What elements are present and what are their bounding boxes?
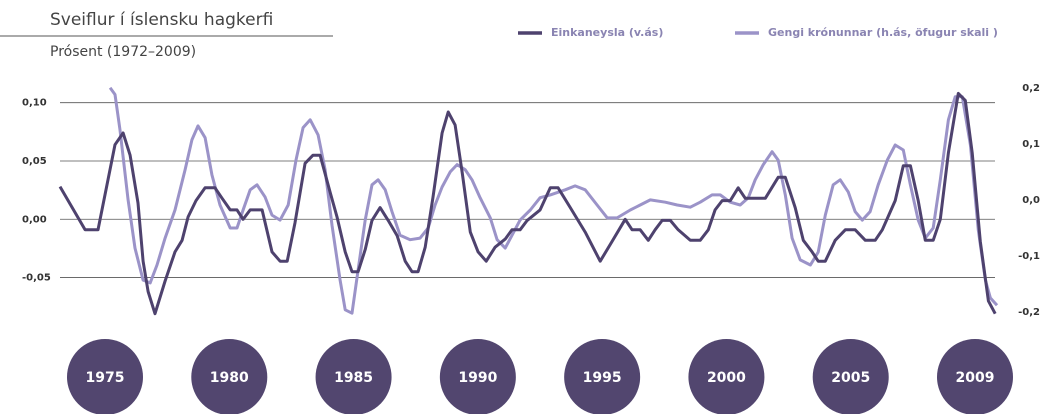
period-badge (191, 339, 268, 414)
period-label: 2000 (707, 370, 746, 386)
chart-subtitle: Prósent (1972–2009) (50, 44, 196, 60)
period-label: 1990 (458, 370, 497, 386)
y2-tick-label: 0,0 (1022, 195, 1040, 206)
y2-tick-label: -0,1 (1018, 251, 1040, 262)
period-badge (564, 339, 641, 414)
period-label: 1985 (334, 370, 373, 386)
y-tick-label: 0,05 (22, 156, 47, 167)
y-tick-label: -0,05 (22, 273, 51, 284)
period-label: 2009 (956, 370, 995, 386)
chart-title: Sveiflur í íslensku hagkerfi (50, 10, 273, 30)
y2-tick-label: -0,2 (1018, 307, 1040, 318)
period-badge (315, 339, 392, 414)
legend-label: Gengi krónunnar (h.ás, öfugur skali ) (768, 26, 998, 39)
data-line (108, 86, 999, 315)
period-badge (937, 339, 1013, 414)
period-badge (812, 339, 889, 414)
period-badge (67, 339, 143, 414)
data-line (58, 91, 997, 316)
y-tick-label: 0,10 (22, 98, 47, 109)
period-label: 2005 (831, 370, 870, 386)
y-tick-label: 0,00 (22, 214, 47, 225)
y2-tick-label: 0,1 (1022, 139, 1040, 150)
period-badge (688, 339, 765, 414)
period-label: 1980 (210, 370, 249, 386)
y2-tick-label: 0,2 (1022, 83, 1040, 94)
legend-label: Einkaneysla (v.ás) (551, 26, 663, 39)
period-label: 1995 (583, 370, 622, 386)
period-badge (439, 339, 516, 414)
period-label: 1975 (86, 370, 125, 386)
